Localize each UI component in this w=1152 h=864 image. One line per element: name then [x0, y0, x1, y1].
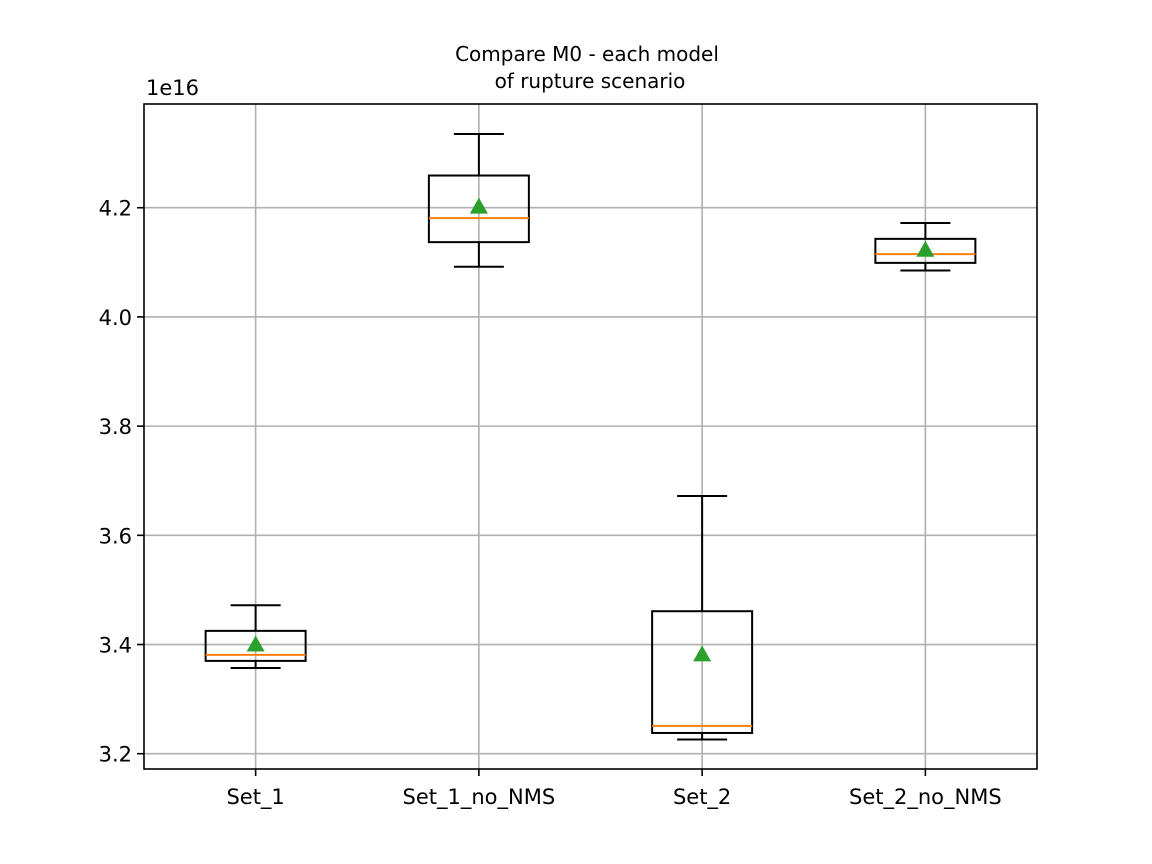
y-tick-label-3: 3.8: [99, 415, 132, 439]
y-tick-label-5: 4.2: [99, 197, 132, 221]
mean-marker: [246, 635, 265, 652]
iqr-box: [204, 629, 307, 662]
y-tick-label-2: 3.6: [99, 524, 132, 548]
iqr-box: [427, 174, 530, 244]
tick-layer: 3.2 3.4 3.6 3.8 4.0 4.2 Set_1 Set_1_no_NMS Set_2…: [99, 197, 1002, 810]
mean-marker: [469, 197, 488, 214]
mean-marker: [916, 240, 935, 257]
y-axis-offset-label: 1e16: [146, 76, 199, 100]
plot-area-frame: [143, 103, 1038, 770]
x-tick-label-Set_1: Set_1: [226, 785, 284, 810]
x-tick-label-Set_2: Set_2: [673, 785, 731, 810]
chart-title-line-1: Compare M0 - each model: [455, 42, 719, 66]
y-tick-label-4: 4.0: [99, 306, 132, 330]
grid-layer: [144, 104, 1037, 769]
box-group-Set_1_no_NMS: [427, 133, 530, 268]
mean-marker: [693, 645, 712, 662]
box-group-Set_2_no_NMS: [874, 222, 977, 272]
y-tick-label-0: 3.2: [99, 743, 132, 767]
box-group-Set_2: [651, 495, 754, 741]
x-tick-label-Set_2_no_NMS: Set_2_no_NMS: [849, 785, 1002, 810]
chart-title-line-2: of rupture scenario: [495, 69, 686, 93]
box-group-Set_1: [204, 604, 307, 669]
iqr-box: [651, 610, 754, 734]
y-tick-label-1: 3.4: [99, 634, 132, 658]
iqr-box: [874, 237, 977, 264]
x-tick-label-Set_1_no_NMS: Set_1_no_NMS: [403, 785, 556, 810]
box-layer: [204, 133, 977, 741]
